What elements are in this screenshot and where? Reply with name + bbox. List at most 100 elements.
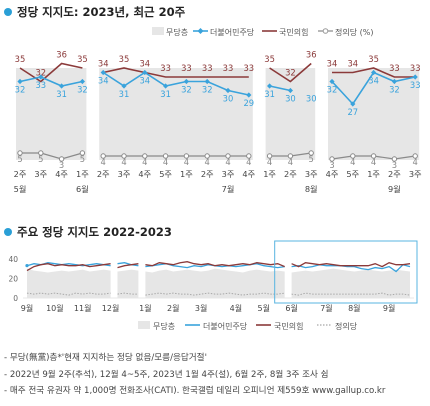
justice-point xyxy=(142,153,148,159)
minjoo-point xyxy=(100,69,106,76)
justice-point xyxy=(287,153,294,159)
justice-point xyxy=(308,150,314,156)
chart1-title-row: 정당 지지도: 2023년, 최근 20주 xyxy=(4,4,185,20)
justice-line xyxy=(26,292,111,296)
nopref-area xyxy=(27,268,111,298)
justice-point xyxy=(225,153,231,159)
week-tick-label: 5주 xyxy=(346,169,359,179)
minjoo-point xyxy=(391,78,397,85)
justice-value-label: 5 xyxy=(17,154,22,164)
minjoo-point xyxy=(412,74,418,80)
justice-point xyxy=(412,153,418,159)
ppp-value-label: 35 xyxy=(264,54,275,64)
month-tick-label: 7월 xyxy=(222,184,235,194)
justice-value-label: 4 xyxy=(121,157,126,167)
justice-value-label: 4 xyxy=(350,157,355,167)
minjoo-point xyxy=(267,83,273,89)
ppp-value-label: 36 xyxy=(56,50,67,60)
x-tick-label: 2월 xyxy=(167,303,179,313)
chart2-title: 주요 정당 지지도 2022-2023 xyxy=(17,225,172,239)
justice-value-label: 3 xyxy=(329,160,334,170)
minjoo-point xyxy=(350,101,356,107)
minjoo-start-point xyxy=(25,264,29,268)
minjoo-line xyxy=(117,262,139,267)
minjoo-value-label: 30 xyxy=(285,94,296,104)
chart2-title-row: 주요 정당 지지도 2022-2023 xyxy=(4,224,172,240)
minjoo-value-label: 34 xyxy=(368,76,379,86)
x-tick-label: 11월 xyxy=(74,303,92,313)
legend-swatch-nopref xyxy=(138,321,150,329)
justice-value-label: 4 xyxy=(267,157,272,167)
y-tick-label: 40 xyxy=(8,255,18,264)
minjoo-value-label: 33 xyxy=(35,80,46,90)
week-tick-label: 3주 xyxy=(34,169,47,179)
minjoo-value-label: 30 xyxy=(306,94,317,104)
minjoo-value-label: 31 xyxy=(56,89,67,99)
chart1-title: 정당 지지도: 2023년, 최근 20주 xyxy=(17,5,186,19)
week-tick-label: 2주 xyxy=(284,169,297,179)
minjoo-point xyxy=(183,78,189,85)
legend-swatch-nopref xyxy=(152,27,164,35)
ppp-value-label: 34 xyxy=(327,59,338,69)
x-tick-label: 1월 xyxy=(139,303,151,313)
justice-point xyxy=(100,153,106,159)
legend-marker-minjoo xyxy=(197,28,204,34)
justice-line xyxy=(117,292,139,295)
ppp-value-label: 35 xyxy=(368,54,379,64)
legend-label-nopref: 무당층 xyxy=(153,321,175,331)
justice-value-label: 4 xyxy=(101,157,106,167)
minjoo-value-label: 30 xyxy=(223,94,234,104)
justice-point xyxy=(38,150,44,156)
week-tick-label: 4주 xyxy=(242,169,255,179)
minjoo-point xyxy=(163,83,169,89)
minjoo-value-label: 27 xyxy=(347,107,358,117)
minjoo-point xyxy=(204,78,210,85)
minjoo-value-label: 31 xyxy=(119,89,130,99)
ppp-value-label: 33 xyxy=(410,63,421,73)
minjoo-line xyxy=(291,263,411,273)
month-tick-label: 9월 xyxy=(388,184,401,194)
justice-line xyxy=(145,292,285,296)
justice-point xyxy=(58,156,65,162)
minjoo-point xyxy=(17,78,23,85)
ppp-value-label: 35 xyxy=(15,54,26,64)
minjoo-value-label: 32 xyxy=(202,85,213,95)
justice-point xyxy=(391,156,398,162)
nopref-area xyxy=(291,268,410,298)
ppp-line xyxy=(19,62,83,83)
month-tick-label: 5월 xyxy=(14,184,27,194)
ppp-value-label: 35 xyxy=(119,54,130,64)
minjoo-point xyxy=(329,78,335,85)
minjoo-point xyxy=(371,69,377,76)
ppp-value-label: 33 xyxy=(223,63,234,73)
week-tick-label: 2주 xyxy=(97,169,110,179)
justice-value-label: 4 xyxy=(184,157,189,167)
legend-label-ppp: 국민의힘 xyxy=(279,27,308,37)
ppp-value-label: 32 xyxy=(35,68,46,78)
week-tick-label: 4주 xyxy=(55,169,68,179)
minjoo-line xyxy=(269,85,291,92)
justice-value-label: 5 xyxy=(309,154,314,164)
legend-label-ppp: 국민의힘 xyxy=(274,321,303,331)
ppp-value-label: 33 xyxy=(160,63,171,73)
ppp-line xyxy=(332,67,416,78)
justice-point xyxy=(183,153,190,159)
x-tick-label: 6월 xyxy=(285,303,297,313)
justice-point xyxy=(350,153,356,159)
week-tick-label: 2주 xyxy=(388,169,401,179)
week-tick-label: 1주 xyxy=(263,169,276,179)
justice-line xyxy=(291,292,411,296)
footnote-method: - 매주 전국 유권자 약 1,000명 전화조사(CATI). 한국갤럽 데일… xyxy=(4,386,386,396)
bullet-icon xyxy=(4,228,12,236)
recent-20-weeks-highlight xyxy=(274,240,418,304)
legend-label-minjoo: 더불어민주당 xyxy=(210,27,255,37)
justice-point xyxy=(17,150,23,156)
x-tick-label: 10월 xyxy=(46,303,64,313)
x-tick-label: 7월 xyxy=(320,303,332,313)
week-tick-label: 1주 xyxy=(76,169,89,179)
week-tick-label: 2주 xyxy=(14,169,27,179)
minjoo-value-label: 34 xyxy=(98,76,109,86)
nopref-panel xyxy=(328,68,420,160)
